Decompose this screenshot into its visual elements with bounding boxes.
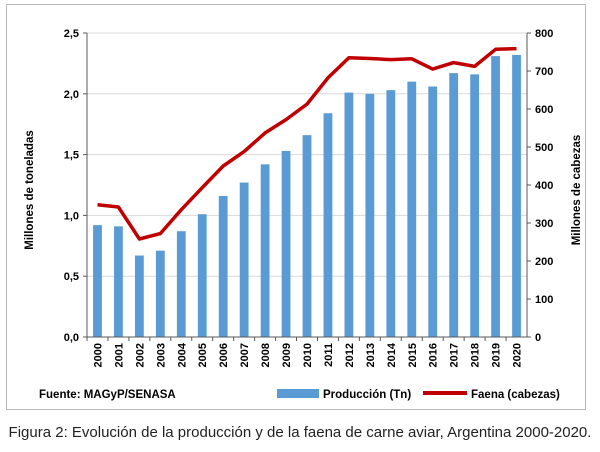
x-tick-label: 2014	[386, 342, 398, 367]
bar-production	[407, 81, 417, 337]
bar-production	[470, 74, 480, 338]
x-tick-label: 2019	[491, 343, 503, 367]
bar-production	[134, 255, 144, 337]
legend-swatch-production	[277, 389, 319, 398]
bar-production	[428, 86, 438, 337]
x-tick-label: 2015	[407, 343, 419, 367]
right-tick-label: 600	[535, 104, 553, 116]
bar-production	[512, 54, 521, 337]
bar-production	[302, 135, 312, 337]
bar-production	[323, 113, 333, 337]
x-tick-label: 2013	[365, 343, 377, 367]
left-tick-label: 2,0	[64, 89, 79, 101]
source-note: Fuente: MAGyP/SENASA	[39, 389, 176, 401]
right-tick-label: 200	[535, 256, 553, 268]
right-axis-title: Millones de cabezas	[571, 135, 583, 246]
bar-production	[491, 56, 500, 337]
left-axis-title: Millones de toneladas	[24, 130, 36, 250]
bar-production	[176, 231, 186, 337]
bar-production	[386, 90, 396, 337]
right-tick-label: 700	[535, 66, 553, 78]
x-tick-label: 2009	[281, 343, 293, 367]
right-tick-label: 800	[535, 28, 553, 40]
bar-production	[197, 214, 207, 337]
right-tick-label: 300	[535, 218, 553, 230]
figure-caption: Figura 2: Evolución de la producción y d…	[8, 424, 592, 441]
bar-production	[281, 150, 291, 337]
chart-svg: 0,0 0,5 1,0 1,5 2,0 2,5 0 100 200 300 400 500 600 700…	[24, 28, 583, 401]
left-tick-label: 1,0	[64, 210, 79, 222]
bar-production	[365, 93, 375, 337]
x-tick-label: 2006	[218, 343, 230, 367]
axes	[83, 32, 531, 341]
x-tick-label: 2002	[134, 343, 146, 367]
x-tick-label: 2020	[512, 343, 524, 367]
x-tick-label: 2007	[239, 343, 251, 367]
left-tick-label: 0,0	[64, 332, 79, 344]
x-tick-label: 2018	[470, 343, 482, 367]
tick-labels: 0,0 0,5 1,0 1,5 2,0 2,5 0 100 200 300 400 500 600 700…	[64, 28, 554, 367]
x-tick-label: 2004	[176, 342, 188, 367]
x-tick-label: 2005	[197, 343, 209, 367]
legend: Producción (Tn) Faena (cabezas)	[277, 389, 560, 401]
x-tick-label: 2016	[428, 343, 440, 367]
production-bars	[93, 54, 521, 338]
right-tick-label: 0	[535, 332, 541, 344]
x-tick-label: 2008	[260, 343, 272, 367]
bar-production	[155, 250, 165, 337]
line-slaughter	[97, 46, 517, 241]
right-tick-label: 400	[535, 180, 553, 192]
bar-production	[93, 225, 102, 337]
bar-production	[218, 195, 228, 337]
right-tick-label: 500	[535, 142, 553, 154]
slaughter-line	[97, 46, 517, 241]
bar-production	[114, 226, 123, 337]
left-tick-label: 0,5	[64, 271, 79, 283]
x-tick-label: 2001	[113, 343, 125, 367]
left-tick-label: 2,5	[64, 28, 79, 40]
x-tick-label: 2017	[449, 343, 461, 367]
left-tick-label: 1,5	[64, 150, 79, 162]
bar-production	[449, 73, 459, 338]
bar-production	[260, 164, 270, 337]
x-tick-label: 2003	[155, 343, 167, 367]
x-tick-label: 2012	[344, 343, 356, 367]
x-tick-label: 2010	[302, 343, 314, 367]
right-tick-label: 100	[535, 294, 553, 306]
legend-label-slaughter: Faena (cabezas)	[471, 389, 560, 401]
x-tick-label: 2011	[323, 343, 335, 367]
legend-label-production: Producción (Tn)	[323, 389, 411, 401]
chart-frame: 0,0 0,5 1,0 1,5 2,0 2,5 0 100 200 300 400 500 600 700…	[6, 4, 586, 410]
bar-production	[344, 92, 354, 337]
bar-production	[239, 182, 249, 337]
x-tick-label: 2000	[93, 343, 105, 367]
